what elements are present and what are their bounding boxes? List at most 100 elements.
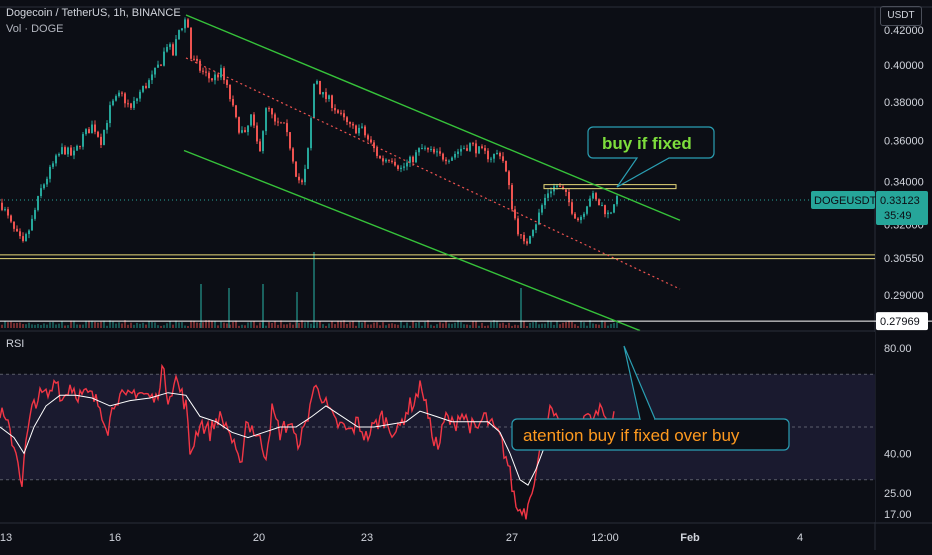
candle-body — [145, 85, 147, 89]
candle-body — [229, 84, 231, 100]
symbol-badge-text: DOGEUSDT — [814, 195, 877, 207]
candle-body — [127, 103, 129, 105]
volume-bar — [331, 321, 333, 328]
channel-upper-line[interactable] — [185, 14, 681, 221]
volume-bar — [106, 325, 108, 328]
volume-bar — [355, 325, 357, 328]
candle-body — [25, 234, 27, 242]
candle-body — [31, 218, 33, 231]
candle-body — [595, 193, 597, 200]
volume-bar — [115, 323, 117, 328]
volume-bar — [415, 322, 417, 328]
volume-bar — [523, 320, 525, 328]
channel-mid-line[interactable] — [185, 57, 681, 290]
candle-body — [310, 118, 312, 149]
volume-bar — [445, 320, 447, 328]
candle-body — [487, 150, 489, 160]
volume-bar — [376, 322, 378, 328]
volume-bar — [34, 324, 36, 328]
volume-bar — [457, 320, 459, 328]
candle-body — [610, 212, 612, 214]
volume-bar — [4, 321, 6, 328]
volume-bar — [526, 325, 528, 328]
price-axis: 0.420000.400000.380000.360000.340000.320… — [811, 25, 928, 521]
volume-bar — [496, 320, 498, 328]
resistance-box — [543, 184, 677, 190]
volume-bar — [238, 325, 240, 328]
channel-lower-line[interactable] — [183, 149, 641, 332]
candle-body — [283, 122, 285, 124]
candle-body — [391, 160, 393, 162]
price-tick-label: 0.38000 — [884, 97, 924, 109]
candle-body — [187, 19, 189, 28]
price-tick-label: 0.29000 — [884, 290, 924, 302]
volume-spike — [262, 284, 264, 328]
volume-bar — [286, 324, 288, 328]
candle-body — [355, 125, 357, 134]
candle-body — [298, 176, 300, 181]
volume-bar — [544, 323, 546, 328]
volume-bar — [442, 323, 444, 328]
candle-body — [148, 80, 150, 89]
callout-lower-pointer — [623, 345, 656, 420]
candle-body — [508, 171, 510, 186]
candle-body — [7, 209, 9, 216]
volume-bar — [427, 320, 429, 328]
volume-bar — [454, 322, 456, 328]
volume-bar — [292, 324, 294, 328]
candle-body — [49, 166, 51, 179]
volume-bar — [364, 321, 366, 328]
volume-bar — [283, 324, 285, 328]
candle-body — [349, 122, 351, 124]
candle-body — [217, 74, 219, 78]
candle-body — [238, 117, 240, 133]
volume-bar — [13, 323, 15, 328]
candle-body — [364, 126, 366, 136]
volume-bar — [289, 322, 291, 328]
volume-bar — [421, 325, 423, 328]
low-level-badge — [876, 312, 928, 331]
volume-bar — [373, 322, 375, 328]
candle-body — [352, 123, 354, 126]
candle-body — [322, 92, 324, 95]
candle-body — [133, 100, 135, 108]
currency-button[interactable]: USDT — [880, 6, 922, 26]
volume-bar — [148, 321, 150, 328]
volume-bar — [103, 320, 105, 328]
volume-bar — [100, 321, 102, 328]
candle-body — [451, 157, 453, 161]
candle-body — [19, 231, 21, 237]
candle-body — [37, 196, 39, 210]
volume-bar — [217, 325, 219, 328]
candle-body — [520, 234, 522, 236]
volume-bar — [172, 324, 174, 328]
price-tick-label: 0.30550 — [884, 253, 924, 265]
candle-body — [70, 147, 72, 156]
volume-bar — [55, 324, 57, 328]
candle-body — [103, 129, 105, 145]
volume-bar — [205, 320, 207, 328]
low-level-text: 0.27969 — [880, 316, 920, 328]
time-axis: 13 16 20 23 27 12:00 Feb 4 — [0, 532, 803, 544]
candle-body — [124, 93, 126, 104]
candle-body — [460, 148, 462, 152]
candle-body — [337, 110, 339, 113]
volume-bar — [214, 321, 216, 328]
volume-spike — [200, 284, 202, 328]
candle-body — [442, 153, 444, 160]
candle-body — [85, 129, 87, 135]
candle-body — [385, 159, 387, 162]
rsi-tick-label: 40.00 — [884, 448, 912, 460]
symbol-badge — [811, 191, 875, 210]
candle-body — [64, 147, 66, 155]
candle-body — [313, 83, 315, 119]
volume-bar — [481, 322, 483, 328]
volume-bar — [49, 322, 51, 328]
candle-body — [97, 131, 99, 137]
candle-body — [181, 28, 183, 31]
volume-bar — [601, 320, 603, 328]
candle-body — [223, 68, 225, 81]
volume-bar — [61, 321, 63, 328]
